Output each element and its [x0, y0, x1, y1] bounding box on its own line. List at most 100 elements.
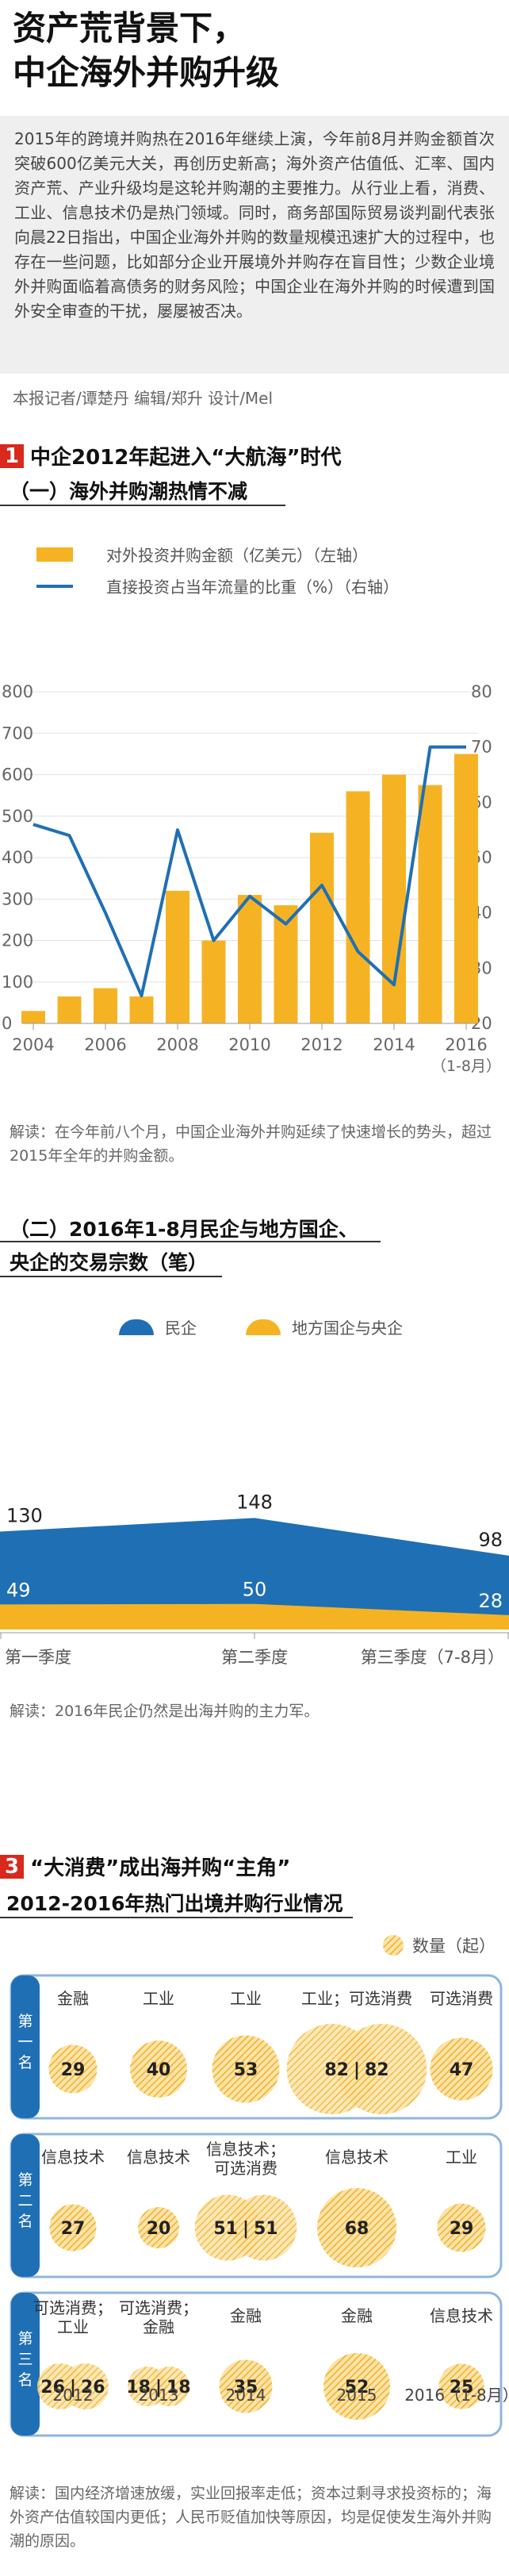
count-label: 27	[61, 2219, 86, 2239]
rank-label-char: 名	[17, 2213, 33, 2230]
legend-state-swatch	[246, 1319, 281, 1335]
section3-title: “大消费”成出海并购“主角”	[30, 1856, 291, 1880]
count-circle	[49, 2204, 97, 2252]
count-circle	[317, 2188, 396, 2267]
count-separator: |	[155, 2378, 162, 2397]
series-line	[33, 745, 466, 998]
legend-state-label: 地方国企与央企	[292, 1319, 403, 1338]
chart1-bar-line: 0100200300400500600700800203040506070802…	[2, 682, 501, 1075]
cell-label: 信息技术	[430, 2306, 493, 2325]
rank-tab	[11, 1975, 40, 2118]
count-separator: |	[243, 2219, 249, 2239]
section2-underline-1	[0, 1241, 381, 1242]
cell-label: 可选消费	[430, 1989, 493, 2008]
section1-subtitle: （一）海外并购潮热情不减	[10, 480, 248, 503]
legend-circle	[383, 1935, 404, 1956]
count-label: 26	[40, 2378, 65, 2397]
section2-underline-2	[0, 1276, 222, 1277]
intro-text: 2015年的跨境并购热在2016年继续上演，今年前8月并购金额首次突破600亿美…	[14, 129, 495, 321]
section3-subtitle: 2012-2016年热门出境并购行业情况	[6, 1892, 343, 1915]
cell-label: 金融	[230, 2306, 262, 2325]
cell-label: 金融	[341, 2306, 373, 2325]
legend-line: 直接投资占当年流量的比重（%）（右轴）	[36, 574, 399, 597]
area-state	[0, 1603, 509, 1630]
legend-state: 地方国企与央企	[246, 1315, 403, 1338]
rank-label-char: 第	[17, 2330, 33, 2348]
legend-bar-swatch	[36, 547, 73, 562]
state-value-label: 28	[478, 1590, 503, 1612]
rank-label-char: 一	[17, 2033, 33, 2051]
x-note: （1-8月）	[431, 1058, 501, 1075]
bar	[94, 988, 117, 1023]
y-left-tick-label: 100	[2, 973, 33, 992]
count-label: 18	[166, 2378, 191, 2397]
bar	[166, 890, 189, 1023]
count-circle	[212, 2035, 280, 2103]
count-circle	[437, 2203, 486, 2252]
x-tick-label: 2004	[12, 1035, 54, 1054]
private-value-label: 148	[236, 1491, 273, 1513]
rank-label-char: 第	[17, 2013, 33, 2030]
rank-label-char: 三	[17, 2351, 33, 2368]
count-circle	[138, 2207, 179, 2248]
count-circle	[219, 2359, 273, 2413]
count-label: 18	[126, 2378, 151, 2397]
y-left-tick-label: 600	[2, 766, 33, 785]
count-separator: |	[70, 2378, 76, 2397]
cell-label: 信息技术	[127, 2148, 190, 2167]
count-label: 53	[234, 2060, 258, 2080]
legend-bar-label: 对外投资并购金额（亿美元）（左轴）	[106, 546, 368, 565]
count-circle	[149, 2367, 189, 2406]
column-label: 2013	[139, 2386, 179, 2405]
y-left-tick-label: 500	[2, 807, 33, 826]
bar	[238, 895, 262, 1023]
count-separator: |	[354, 2060, 360, 2080]
bar	[129, 996, 154, 1023]
y-left-tick-label: 700	[2, 724, 33, 743]
section1-header: 1 中企2012年起进入“大航海”时代	[0, 441, 342, 470]
private-value-label: 130	[6, 1505, 43, 1527]
section2-subtitle-2: 央企的交易宗数（笔）	[10, 1251, 209, 1274]
section3-underline	[0, 1917, 353, 1918]
count-label: 47	[450, 2060, 474, 2080]
count-circle	[231, 2194, 297, 2261]
count-circle	[62, 2363, 109, 2409]
x-tick-label: 2008	[156, 1035, 198, 1054]
y-left-tick-label: 0	[2, 1014, 12, 1033]
count-circle	[323, 2353, 390, 2420]
count-label: 20	[147, 2219, 171, 2239]
cell-label: 工业	[57, 2317, 89, 2336]
bar	[310, 832, 334, 1023]
cell-label: 可选消费；	[119, 2298, 198, 2317]
x-tick-label: 2014	[373, 1035, 415, 1054]
count-circle	[430, 2037, 493, 2101]
bar	[454, 754, 478, 1023]
rank-label-char: 名	[17, 2054, 33, 2071]
rank-label-char: 二	[17, 2192, 33, 2209]
count-label: 29	[450, 2219, 474, 2239]
count-label: 29	[61, 2060, 86, 2080]
count-label: 26	[81, 2378, 105, 2397]
count-label: 51	[213, 2219, 238, 2239]
section2-interpretation: 解读：2016年民企仍然是出海并购的主力军。	[10, 1703, 320, 1720]
bar	[57, 996, 82, 1023]
x-tick-label: 第一季度	[5, 1648, 71, 1667]
section1-number: 1	[0, 443, 24, 468]
x-tick-label: 第二季度	[221, 1648, 288, 1667]
legend-private-label: 民企	[165, 1319, 197, 1338]
count-circle	[48, 2044, 98, 2094]
x-tick-label: 2006	[84, 1035, 126, 1054]
column-label: 2014	[226, 2386, 266, 2405]
count-label: 68	[345, 2219, 369, 2239]
page-title: 资产荒背景下， 中企海外并购升级	[13, 6, 279, 95]
cell-label: 金融	[57, 1989, 89, 2008]
column-label: 2012	[53, 2386, 94, 2405]
cell-label: 工业	[230, 1989, 262, 2008]
x-tick-label: 2012	[300, 1035, 343, 1054]
rank-tab	[11, 2293, 40, 2436]
section1-interpretation: 解读：在今年前八个月，中国企业海外并购延续了快速增长的势头，超过2015年全年的…	[10, 1123, 492, 1165]
count-label: 40	[147, 2060, 171, 2080]
cell-label: 信息技术	[325, 2148, 388, 2167]
